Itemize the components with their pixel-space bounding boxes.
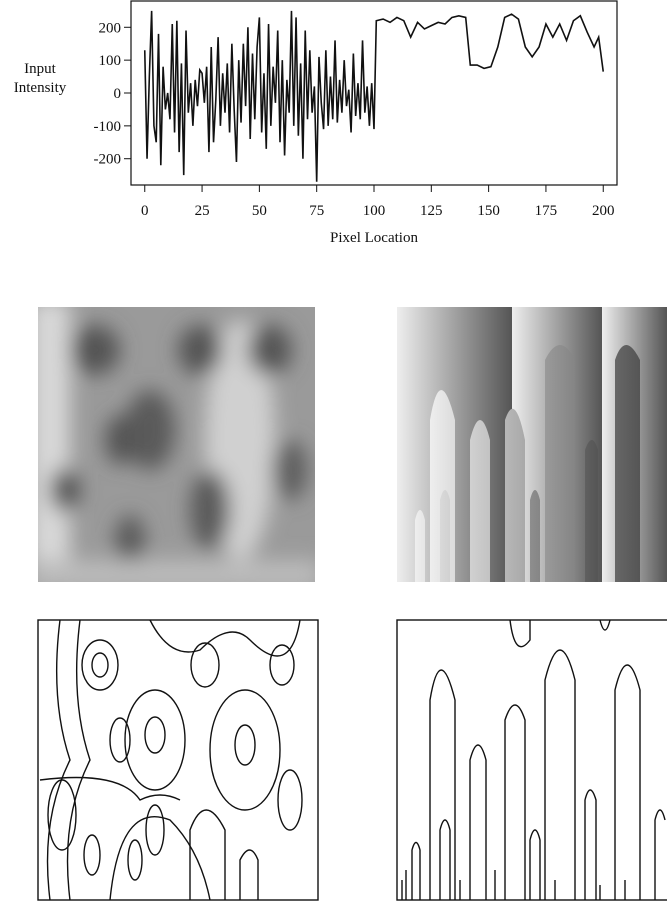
x-tick-label: 125 — [420, 203, 443, 219]
y-tick-label: -200 — [94, 152, 122, 168]
x-tick-label: 150 — [477, 203, 500, 219]
y-tick-label: -100 — [94, 119, 122, 135]
contour-plot-right — [396, 619, 667, 901]
y-tick-label: 100 — [99, 53, 122, 69]
x-axis-label: Pixel Location — [330, 230, 418, 246]
x-tick-label: 175 — [535, 203, 558, 219]
y-axis-label: Input Intensity — [13, 61, 67, 96]
data-line — [143, 10, 605, 182]
x-tick-label: 75 — [309, 203, 324, 219]
x-tick-label: 50 — [252, 203, 267, 219]
x-tick-label: 100 — [363, 203, 386, 219]
x-tick-label: 0 — [141, 203, 149, 219]
x-tick-label: 25 — [195, 203, 210, 219]
y-tick-label: 200 — [99, 20, 122, 36]
contour-plot-left — [37, 619, 319, 901]
phase-image — [397, 307, 667, 582]
y-tick-label: 0 — [114, 86, 122, 102]
intensity-image — [38, 307, 315, 582]
x-tick-label: 200 — [592, 203, 615, 219]
